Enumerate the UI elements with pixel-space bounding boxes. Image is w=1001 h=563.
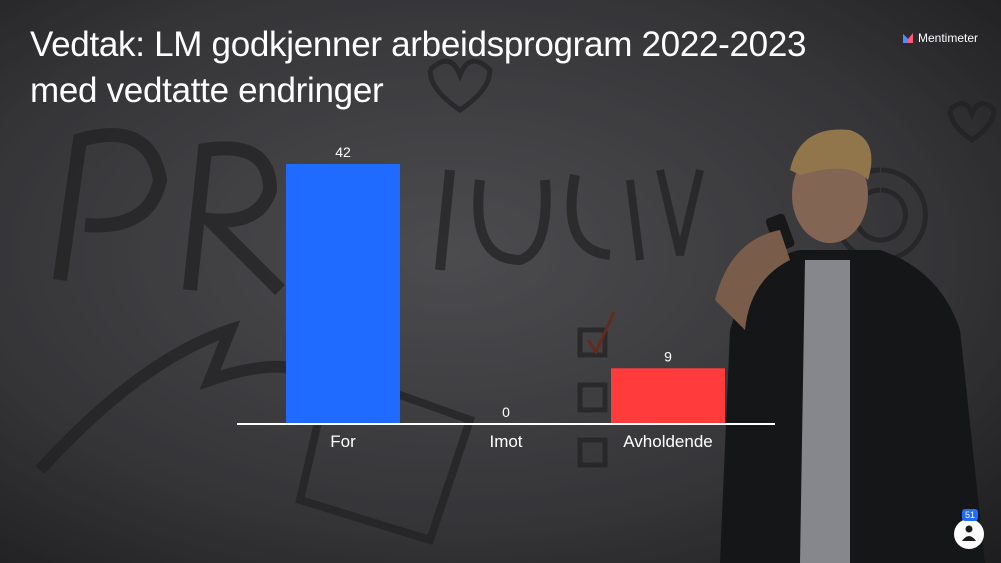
x-tick-label: Avholdende: [623, 432, 713, 451]
checkmark: [586, 311, 616, 356]
person: [715, 129, 985, 563]
chart-title: Vedtak: LM godkjenner arbeidsprogram 202…: [30, 25, 807, 110]
brand-name: Mentimeter: [918, 31, 979, 45]
brand-logo: [903, 33, 913, 43]
participants-icon: [965, 525, 973, 533]
x-tick-label: Imot: [489, 432, 522, 451]
bar: [611, 368, 725, 424]
value-label: 0: [502, 404, 510, 420]
participants-button[interactable]: [954, 519, 984, 549]
brand: Mentimeter: [903, 31, 978, 45]
bar: [286, 164, 400, 424]
participants-icon: [962, 536, 976, 541]
value-label: 9: [664, 348, 672, 364]
value-label: 42: [335, 144, 351, 160]
participant-count: 51: [962, 509, 979, 521]
wall-scribbles: [35, 58, 997, 545]
x-tick-label: For: [330, 432, 356, 451]
